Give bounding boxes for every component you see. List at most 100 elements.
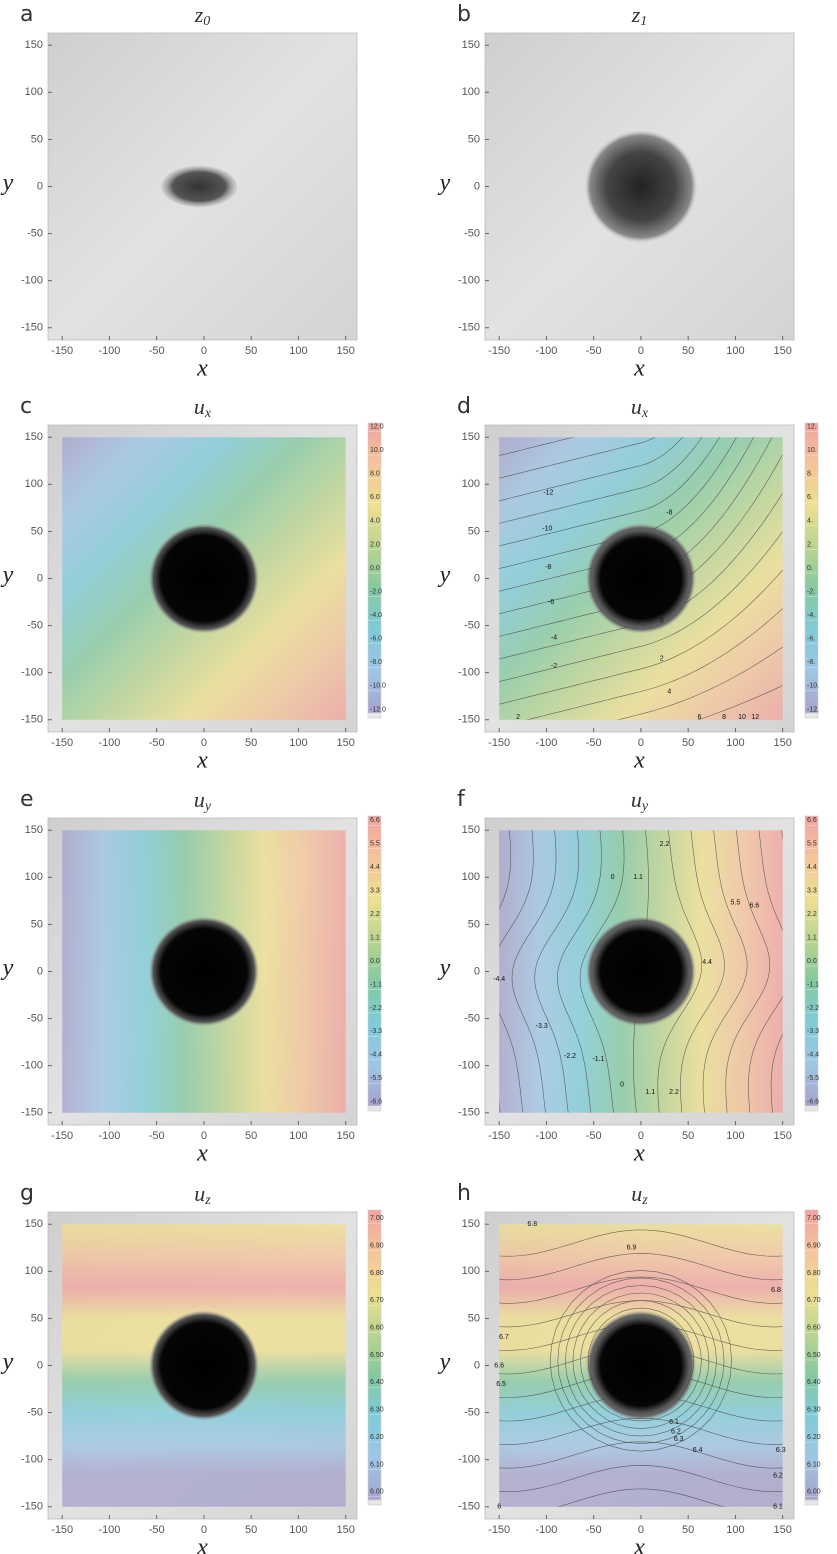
contour-line [526,608,783,720]
colorbar-tick-label: 6.00 [370,1489,384,1496]
x-tick-label: 0 [201,1130,207,1142]
contour-line [680,830,725,1113]
y-tick-label: 50 [468,133,480,145]
x-tick-label: 150 [336,1524,354,1536]
colorbar-tick-label: 4.4 [807,864,817,871]
y-tick-label: 0 [474,1359,480,1371]
y-tick-label: -150 [21,714,43,726]
y-tick-label: -150 [458,1501,480,1513]
panel-letter: c [20,394,32,419]
x-tick-label: 0 [638,345,644,357]
title-subscript: z [641,1193,648,1208]
colorbar-tick-label: -4.0 [370,612,382,619]
contour-label: 1.1 [633,874,643,881]
colorbar-tick-label: 10.0 [370,447,384,454]
colorbar-tick-label: 5.5 [807,841,817,848]
colorbar-cap [367,1105,382,1112]
contour-line [499,1229,783,1257]
panel: 6.86.96.86.76.66.56.16.26.36.4 6.36.26.16… [438,1181,821,1554]
y-tick-label: -50 [27,1406,43,1418]
x-tick-label: -150 [51,1524,73,1536]
title-symbol: z [194,2,204,27]
contour-line [499,1464,783,1492]
contour-label: -12 [543,490,553,497]
colorbar-tick-label: -6.0 [370,636,382,643]
colorbar-tick-label: -8. [807,659,815,666]
x-tick-label: 150 [336,737,354,749]
y-tick-label: -150 [458,322,480,334]
hole [148,1310,259,1421]
title-subscript: 1 [640,14,647,29]
x-tick-label: -50 [149,1130,165,1142]
contour-label: 6.7 [499,1334,509,1341]
colorbar-tick-label: -12.0 [370,706,386,713]
title-subscript: y [640,799,649,814]
y-tick-label: -100 [21,1060,43,1072]
contour-label: -2 [551,663,557,670]
contour-label: 6.1 [773,1504,783,1511]
colorbar-tick-label: 7.00 [807,1215,821,1222]
title-symbol: u [194,787,205,812]
contour-line [499,1276,783,1304]
y-tick-label: 50 [31,918,43,930]
y-axis-label: y [1,1349,14,1375]
y-tick-label: -100 [458,275,480,287]
y-tick-label: 150 [462,431,480,443]
contour-label: 8 [722,714,726,721]
x-tick-label: -100 [98,1130,120,1142]
contour-label: -2.2 [564,1053,576,1060]
x-tick-label: -150 [488,1524,510,1536]
x-tick-label: 50 [682,1524,694,1536]
y-tick-label: 100 [25,86,43,98]
colorbar-tick-label: -10. [807,683,819,690]
contour-label: -6 [548,599,554,606]
contour-line [499,830,511,1113]
x-tick-label: -150 [488,345,510,357]
contour-line [702,830,748,1113]
y-tick-label: 150 [462,824,480,836]
colorbar-tick-label: -12. [807,706,819,713]
colorbar-tick-label: 10. [807,447,817,454]
y-tick-label: -50 [464,1406,480,1418]
contour-line [499,1253,783,1281]
colorbar-tick-label: 1.1 [807,934,817,941]
y-tick-label: 100 [25,478,43,490]
x-tick-label: -100 [535,737,557,749]
hole [148,916,259,1027]
title-subscript: x [204,406,212,421]
colorbar-cap [804,1499,819,1506]
x-tick-label: 0 [201,345,207,357]
colorbar-cap [367,712,382,719]
contour-lines [499,830,783,1113]
y-axis-label: y [1,955,14,981]
contour-label: -1.1 [592,1056,604,1063]
y-tick-label: -50 [27,227,43,239]
x-axis-label: x [633,748,645,774]
contour-line [499,437,574,456]
title-symbol: u [631,394,642,419]
contour-label: 5.5 [731,900,741,907]
panel-letter: f [457,787,466,812]
y-tick-label: 50 [468,1312,480,1324]
contour-label: 4 [667,688,671,695]
x-tick-label: -100 [98,737,120,749]
colorbar-tick-label: 2.2 [807,911,817,918]
title-subscript: 0 [203,14,210,29]
y-tick-label: 50 [468,525,480,537]
title-subscript: y [203,799,212,814]
colorbar-cap [804,1105,819,1112]
contour-line [657,830,703,1113]
x-tick-label: -100 [98,345,120,357]
colorbar-tick-label: -2.0 [370,588,382,595]
colorbar-tick-label: 1.1 [370,934,380,941]
x-tick-label: 100 [726,1130,744,1142]
x-tick-label: -50 [149,737,165,749]
colorbar-tick-label: -6. [807,636,815,643]
colorbar-tick-label: -2.2 [807,1005,819,1012]
x-axis-label: x [196,1535,208,1554]
title-symbol: u [194,1181,205,1206]
x-axis-label: x [633,1535,645,1554]
y-tick-label: -50 [464,619,480,631]
y-tick-label: 150 [25,39,43,51]
x-axis-label: x [196,356,208,382]
